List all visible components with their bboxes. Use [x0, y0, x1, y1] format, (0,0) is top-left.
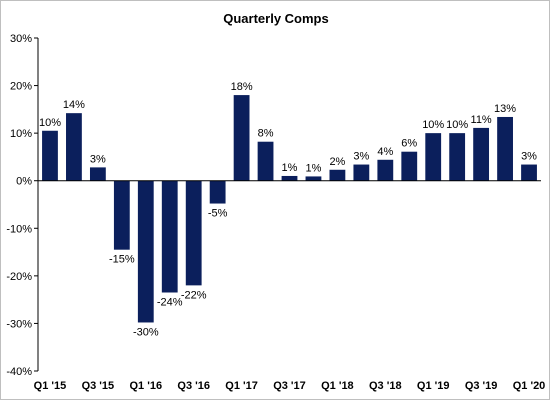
x-tick-label: Q3 '19 [465, 380, 498, 392]
bar [329, 169, 346, 181]
data-label: 4% [377, 146, 393, 158]
y-tick-label: -20% [6, 271, 32, 283]
y-tick-label: 20% [10, 81, 32, 93]
bar [473, 127, 490, 181]
data-label: -30% [133, 326, 159, 338]
bar [185, 180, 202, 286]
bar [281, 175, 298, 181]
x-tick-label: Q3 '15 [82, 380, 115, 392]
y-tick-label: 0% [16, 176, 32, 188]
x-tick-label: Q1 '15 [34, 380, 67, 392]
data-label: 3% [521, 151, 537, 163]
chart-title: Quarterly Comps [223, 11, 328, 26]
bar [161, 180, 178, 293]
data-label: 1% [305, 162, 321, 174]
data-label: 10% [39, 117, 61, 129]
data-label: -5% [208, 208, 228, 220]
data-label: 11% [471, 114, 492, 126]
bar [257, 141, 274, 181]
x-tick-label: Q1 '18 [321, 380, 354, 392]
bars [42, 95, 537, 323]
data-label: 3% [90, 153, 106, 165]
bar [113, 180, 130, 250]
data-label: 3% [353, 151, 369, 163]
data-label: 14% [63, 99, 85, 111]
x-tick-label: Q1 '19 [417, 380, 450, 392]
data-label: 10% [446, 119, 468, 131]
x-tick-label: Q1 '20 [513, 380, 546, 392]
bar [353, 164, 370, 181]
data-label: -24% [157, 297, 183, 309]
data-label: 10% [422, 119, 444, 131]
data-label: 8% [258, 128, 274, 140]
data-label: 1% [282, 162, 298, 174]
bar [233, 95, 250, 181]
bar [377, 159, 394, 181]
bar [305, 176, 322, 181]
x-axis: Q1 '15 Q3 '15 Q1 '16 Q3 '16 Q1 '17 Q3 '17 Q1 '… [34, 180, 546, 392]
bar [521, 164, 537, 181]
bar [449, 133, 466, 181]
x-tick-label: Q1 '16 [129, 380, 162, 392]
bar [401, 151, 418, 181]
bar [425, 133, 442, 181]
bar [137, 180, 154, 323]
bar [89, 167, 106, 181]
data-label: 2% [329, 156, 345, 168]
data-label: 13% [494, 103, 516, 115]
data-label: 18% [231, 81, 253, 93]
data-label: 6% [401, 138, 417, 150]
x-tick-label: Q3 '18 [369, 380, 402, 392]
data-label: -15% [109, 254, 135, 266]
y-tick-label: -40% [6, 366, 32, 378]
y-tick-label: -30% [6, 318, 32, 330]
y-axis: 30% 20% 10% 0% -10% -20% -30% -40% [6, 33, 39, 378]
y-tick-label: -10% [6, 223, 32, 235]
data-labels: 10%14%3%-15%-30%-24%-22%-5%18%8%1% 1%2% 3%… [39, 81, 537, 338]
y-tick-label: 30% [10, 33, 32, 45]
x-tick-label: Q3 '16 [177, 380, 210, 392]
x-tick-label: Q3 '17 [273, 380, 306, 392]
bar [42, 130, 58, 181]
data-label: -22% [181, 289, 207, 301]
bar [497, 116, 513, 181]
y-tick-label: 10% [10, 128, 32, 140]
bar [209, 180, 226, 204]
bar [66, 113, 82, 181]
x-tick-label: Q1 '17 [225, 380, 258, 392]
